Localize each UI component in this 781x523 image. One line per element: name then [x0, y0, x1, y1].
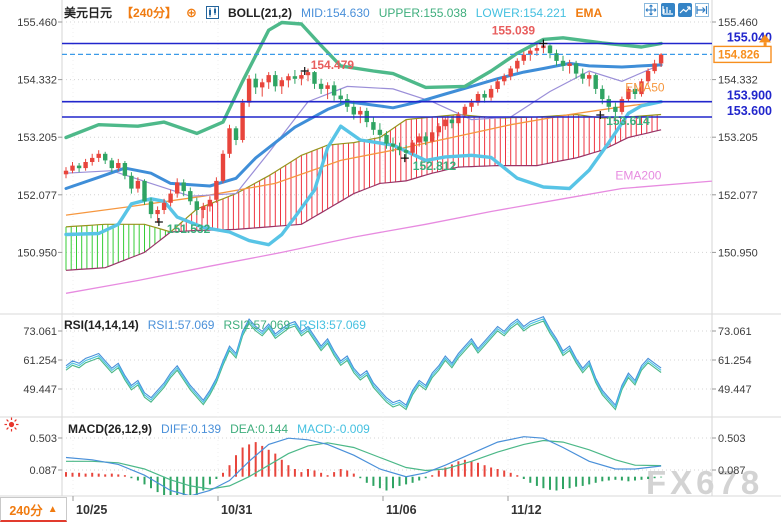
macd-diff-value: DIFF:0.139 — [161, 422, 222, 436]
level-lines[interactable] — [62, 42, 712, 118]
svg-text:73.061: 73.061 — [23, 326, 57, 338]
svg-text:61.254: 61.254 — [718, 355, 752, 367]
boll-upper-value: UPPER:155.038 — [378, 5, 467, 20]
svg-text:154.479: 154.479 — [311, 58, 355, 72]
macd-indicator-bar: MACD(26,12,9) DIFF:0.139 DEA:0.144 MACD:… — [68, 422, 370, 436]
ema-indicator-label[interactable]: EMA — [575, 5, 603, 20]
svg-text:73.061: 73.061 — [718, 326, 752, 338]
rsi3-value: RSI3:57.069 — [299, 318, 366, 332]
pan-icon[interactable] — [644, 3, 658, 17]
rsi-pane — [65, 316, 662, 411]
macd-dea-value: DEA:0.144 — [230, 422, 289, 436]
svg-text:EMA200: EMA200 — [615, 168, 661, 182]
axis-labels: 155.460 155.460 154.332 154.332 153.205 153.2… — [17, 17, 758, 477]
svg-text:150.950: 150.950 — [718, 247, 758, 259]
svg-text:10/25: 10/25 — [76, 503, 107, 517]
svg-text:0.087: 0.087 — [718, 465, 746, 477]
svg-text:10/31: 10/31 — [221, 503, 252, 517]
svg-text:155.460: 155.460 — [718, 17, 758, 29]
macd-macd-value: MACD:-0.009 — [297, 422, 370, 436]
kline-icon[interactable] — [205, 6, 219, 19]
svg-text:154.332: 154.332 — [718, 75, 758, 87]
chart-trend-icon[interactable] — [678, 3, 692, 17]
pane-frame — [0, 0, 781, 497]
macd-title[interactable]: MACD(26,12,9) — [68, 422, 153, 436]
chart-toolbar — [644, 3, 709, 17]
main-indicator-bar: 美元日元 【240分】 ⊕ BOLL(21,2) MID:154.630 UPP… — [64, 4, 602, 21]
svg-text:155.039: 155.039 — [492, 24, 536, 38]
svg-text:0.087: 0.087 — [29, 465, 57, 477]
svg-text:153.600: 153.600 — [727, 104, 772, 118]
date-axis: 10/25 10/31 11/06 11/12 — [72, 496, 542, 517]
svg-text:0.503: 0.503 — [718, 433, 746, 445]
svg-text:152.812: 152.812 — [413, 159, 457, 173]
rsi1-value: RSI1:57.069 — [147, 318, 215, 332]
rsi-indicator-bar: RSI(14,14,14) RSI1:57.069 RSI2:57.069 RS… — [64, 318, 366, 332]
svg-text:153.614: 153.614 — [606, 114, 650, 128]
svg-text:61.254: 61.254 — [23, 355, 57, 367]
svg-text:11/06: 11/06 — [386, 503, 417, 517]
add-indicator-icon[interactable]: ⊕ — [186, 4, 197, 20]
svg-text:152.077: 152.077 — [718, 190, 758, 202]
rsi-title[interactable]: RSI(14,14,14) — [64, 318, 139, 332]
timeframe-value: 240分 — [9, 503, 43, 518]
svg-text:151.532: 151.532 — [167, 222, 211, 236]
svg-text:153.205: 153.205 — [718, 132, 758, 144]
boll-indicator-label[interactable]: BOLL(21,2) — [227, 5, 292, 20]
svg-text:49.447: 49.447 — [718, 384, 752, 396]
timeframe-selector[interactable]: 240分 ▲ — [0, 497, 67, 522]
svg-text:153.900: 153.900 — [727, 89, 772, 103]
svg-text:49.447: 49.447 — [23, 384, 57, 396]
boll-lower-value: LOWER:154.221 — [475, 5, 567, 20]
chevron-up-icon: ▲ — [47, 503, 58, 515]
svg-text:153.205: 153.205 — [17, 132, 57, 144]
macd-pane — [65, 436, 663, 495]
svg-text:EMA50: EMA50 — [625, 81, 665, 95]
svg-text:154.332: 154.332 — [17, 75, 57, 87]
price-annotations: 155.039 154.479 152.812 151.532 153.614 EMA50… — [154, 24, 665, 236]
rsi2-value: RSI2:57.069 — [223, 318, 291, 332]
candles-layer — [63, 43, 664, 223]
svg-text:11/12: 11/12 — [511, 503, 542, 517]
svg-text:0.503: 0.503 — [29, 433, 57, 445]
ichimoku-cloud — [65, 113, 662, 271]
exit-panel-icon[interactable] — [695, 3, 709, 17]
chart-box-icon[interactable] — [661, 3, 675, 17]
svg-text:155.460: 155.460 — [17, 17, 57, 29]
main-pane — [63, 20, 712, 294]
svg-text:154.826: 154.826 — [718, 49, 760, 61]
svg-text:152.077: 152.077 — [17, 190, 57, 202]
timeframe-label[interactable]: 【240分】 — [121, 6, 178, 20]
alert-sun-icon[interactable] — [4, 417, 19, 434]
boll-mid-value: MID:154.630 — [300, 5, 370, 20]
symbol-title: 美元日元 — [64, 6, 113, 20]
current-price-marker: 154.826 — [713, 34, 772, 64]
svg-text:150.950: 150.950 — [17, 247, 57, 259]
